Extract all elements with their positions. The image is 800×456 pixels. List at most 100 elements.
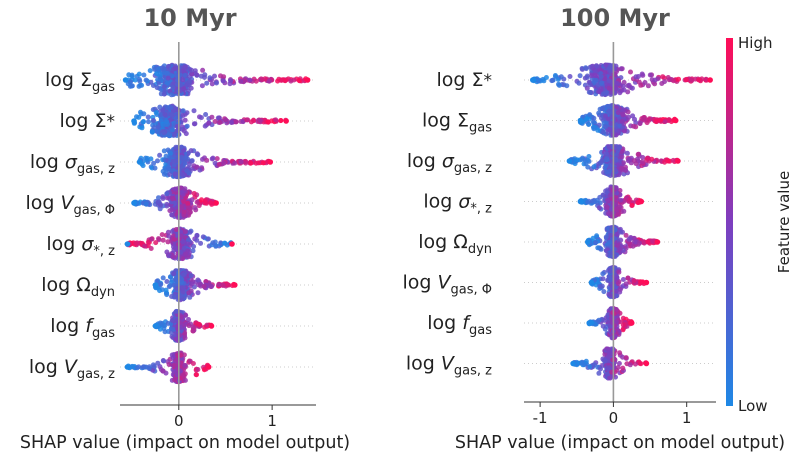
shap-point	[166, 362, 172, 367]
shap-point	[146, 119, 151, 125]
shap-point	[584, 75, 590, 80]
shap-point	[638, 279, 644, 285]
shap-point	[190, 361, 196, 366]
shap-point	[598, 74, 604, 79]
shap-point	[592, 72, 598, 78]
shap-point	[157, 76, 163, 82]
shap-point	[173, 308, 179, 314]
shap-point	[641, 117, 647, 123]
shap-point	[620, 365, 626, 371]
shap-point	[619, 66, 625, 72]
shap-point	[195, 367, 201, 372]
shap-point	[186, 323, 192, 329]
shap-point	[222, 240, 228, 246]
shap-point	[164, 279, 170, 284]
shap-point	[167, 155, 173, 161]
shap-point	[304, 77, 311, 83]
shap-point	[171, 159, 177, 165]
chart-title: 100 Myr	[560, 4, 670, 32]
shap-point	[191, 108, 197, 114]
shap-point	[617, 144, 623, 150]
shap-point	[150, 83, 156, 88]
shap-point	[189, 158, 195, 164]
shap-point	[202, 74, 207, 80]
shap-point	[213, 200, 219, 206]
shap-point	[200, 67, 206, 73]
shap-point	[200, 234, 206, 240]
shap-point	[627, 197, 633, 202]
shap-point	[676, 76, 681, 82]
shap-point	[149, 129, 155, 135]
shap-point	[161, 358, 167, 364]
shap-point	[229, 241, 235, 247]
shap-point	[584, 116, 590, 122]
shap-point	[178, 82, 184, 88]
shap-point	[665, 158, 671, 164]
feature-label: log Σ*	[436, 69, 492, 91]
shap-point	[595, 245, 601, 251]
shap-point	[187, 79, 193, 84]
shap-point	[170, 326, 176, 332]
shap-point	[626, 114, 632, 120]
shap-point	[201, 367, 207, 373]
shap-point	[160, 196, 166, 201]
shap-point	[164, 292, 170, 298]
shap-point	[599, 80, 604, 86]
shap-point	[170, 196, 175, 202]
shap-point	[151, 118, 156, 123]
shap-point	[631, 123, 637, 129]
shap-point	[141, 72, 147, 78]
shap-point	[259, 77, 265, 83]
shap-point	[631, 158, 637, 164]
shap-point	[266, 78, 272, 84]
x-tick-label: 0	[174, 412, 184, 430]
shap-point	[278, 77, 284, 83]
shap-point	[209, 81, 215, 87]
shap-point	[192, 205, 198, 211]
shap-point	[184, 82, 190, 88]
shap-point	[583, 66, 589, 72]
shap-point	[170, 355, 176, 360]
shap-point	[204, 80, 210, 86]
shap-point	[168, 117, 174, 123]
shap-point	[596, 370, 602, 376]
shap-point	[621, 208, 627, 214]
shap-point	[689, 77, 695, 83]
shap-point	[556, 82, 562, 88]
shap-point	[129, 74, 135, 79]
feature-label: log σgas, z	[407, 150, 492, 176]
shap-point	[666, 77, 672, 83]
shap-point	[165, 229, 171, 235]
shap-point	[189, 281, 195, 287]
shap-point	[643, 360, 650, 367]
shap-point	[618, 197, 624, 203]
shap-point	[600, 323, 606, 329]
shap-point	[671, 78, 676, 84]
shap-point	[169, 212, 175, 218]
shap-point	[182, 363, 188, 368]
shap-point	[205, 364, 212, 370]
shap-point	[185, 200, 191, 206]
shap-point	[177, 332, 183, 338]
shap-point	[232, 282, 238, 288]
shap-point	[619, 165, 625, 171]
feature-label: log Vgas, z	[29, 356, 115, 382]
shap-point	[178, 314, 184, 320]
shap-point	[212, 119, 218, 124]
shap-point	[131, 118, 137, 124]
shap-point	[160, 275, 166, 281]
shap-point	[182, 72, 188, 78]
shap-point	[181, 272, 186, 278]
shap-point	[144, 157, 150, 163]
shap-point	[593, 240, 598, 246]
feature-label: log σ*, z	[423, 191, 492, 217]
x-axis-label: SHAP value (impact on model output)	[455, 433, 785, 453]
shap-point	[591, 115, 597, 121]
shap-point	[647, 72, 653, 78]
shap-point	[296, 77, 302, 83]
shap-point	[623, 355, 629, 361]
shap-point	[164, 191, 170, 197]
shap-point	[625, 275, 631, 281]
shap-point	[195, 152, 201, 158]
